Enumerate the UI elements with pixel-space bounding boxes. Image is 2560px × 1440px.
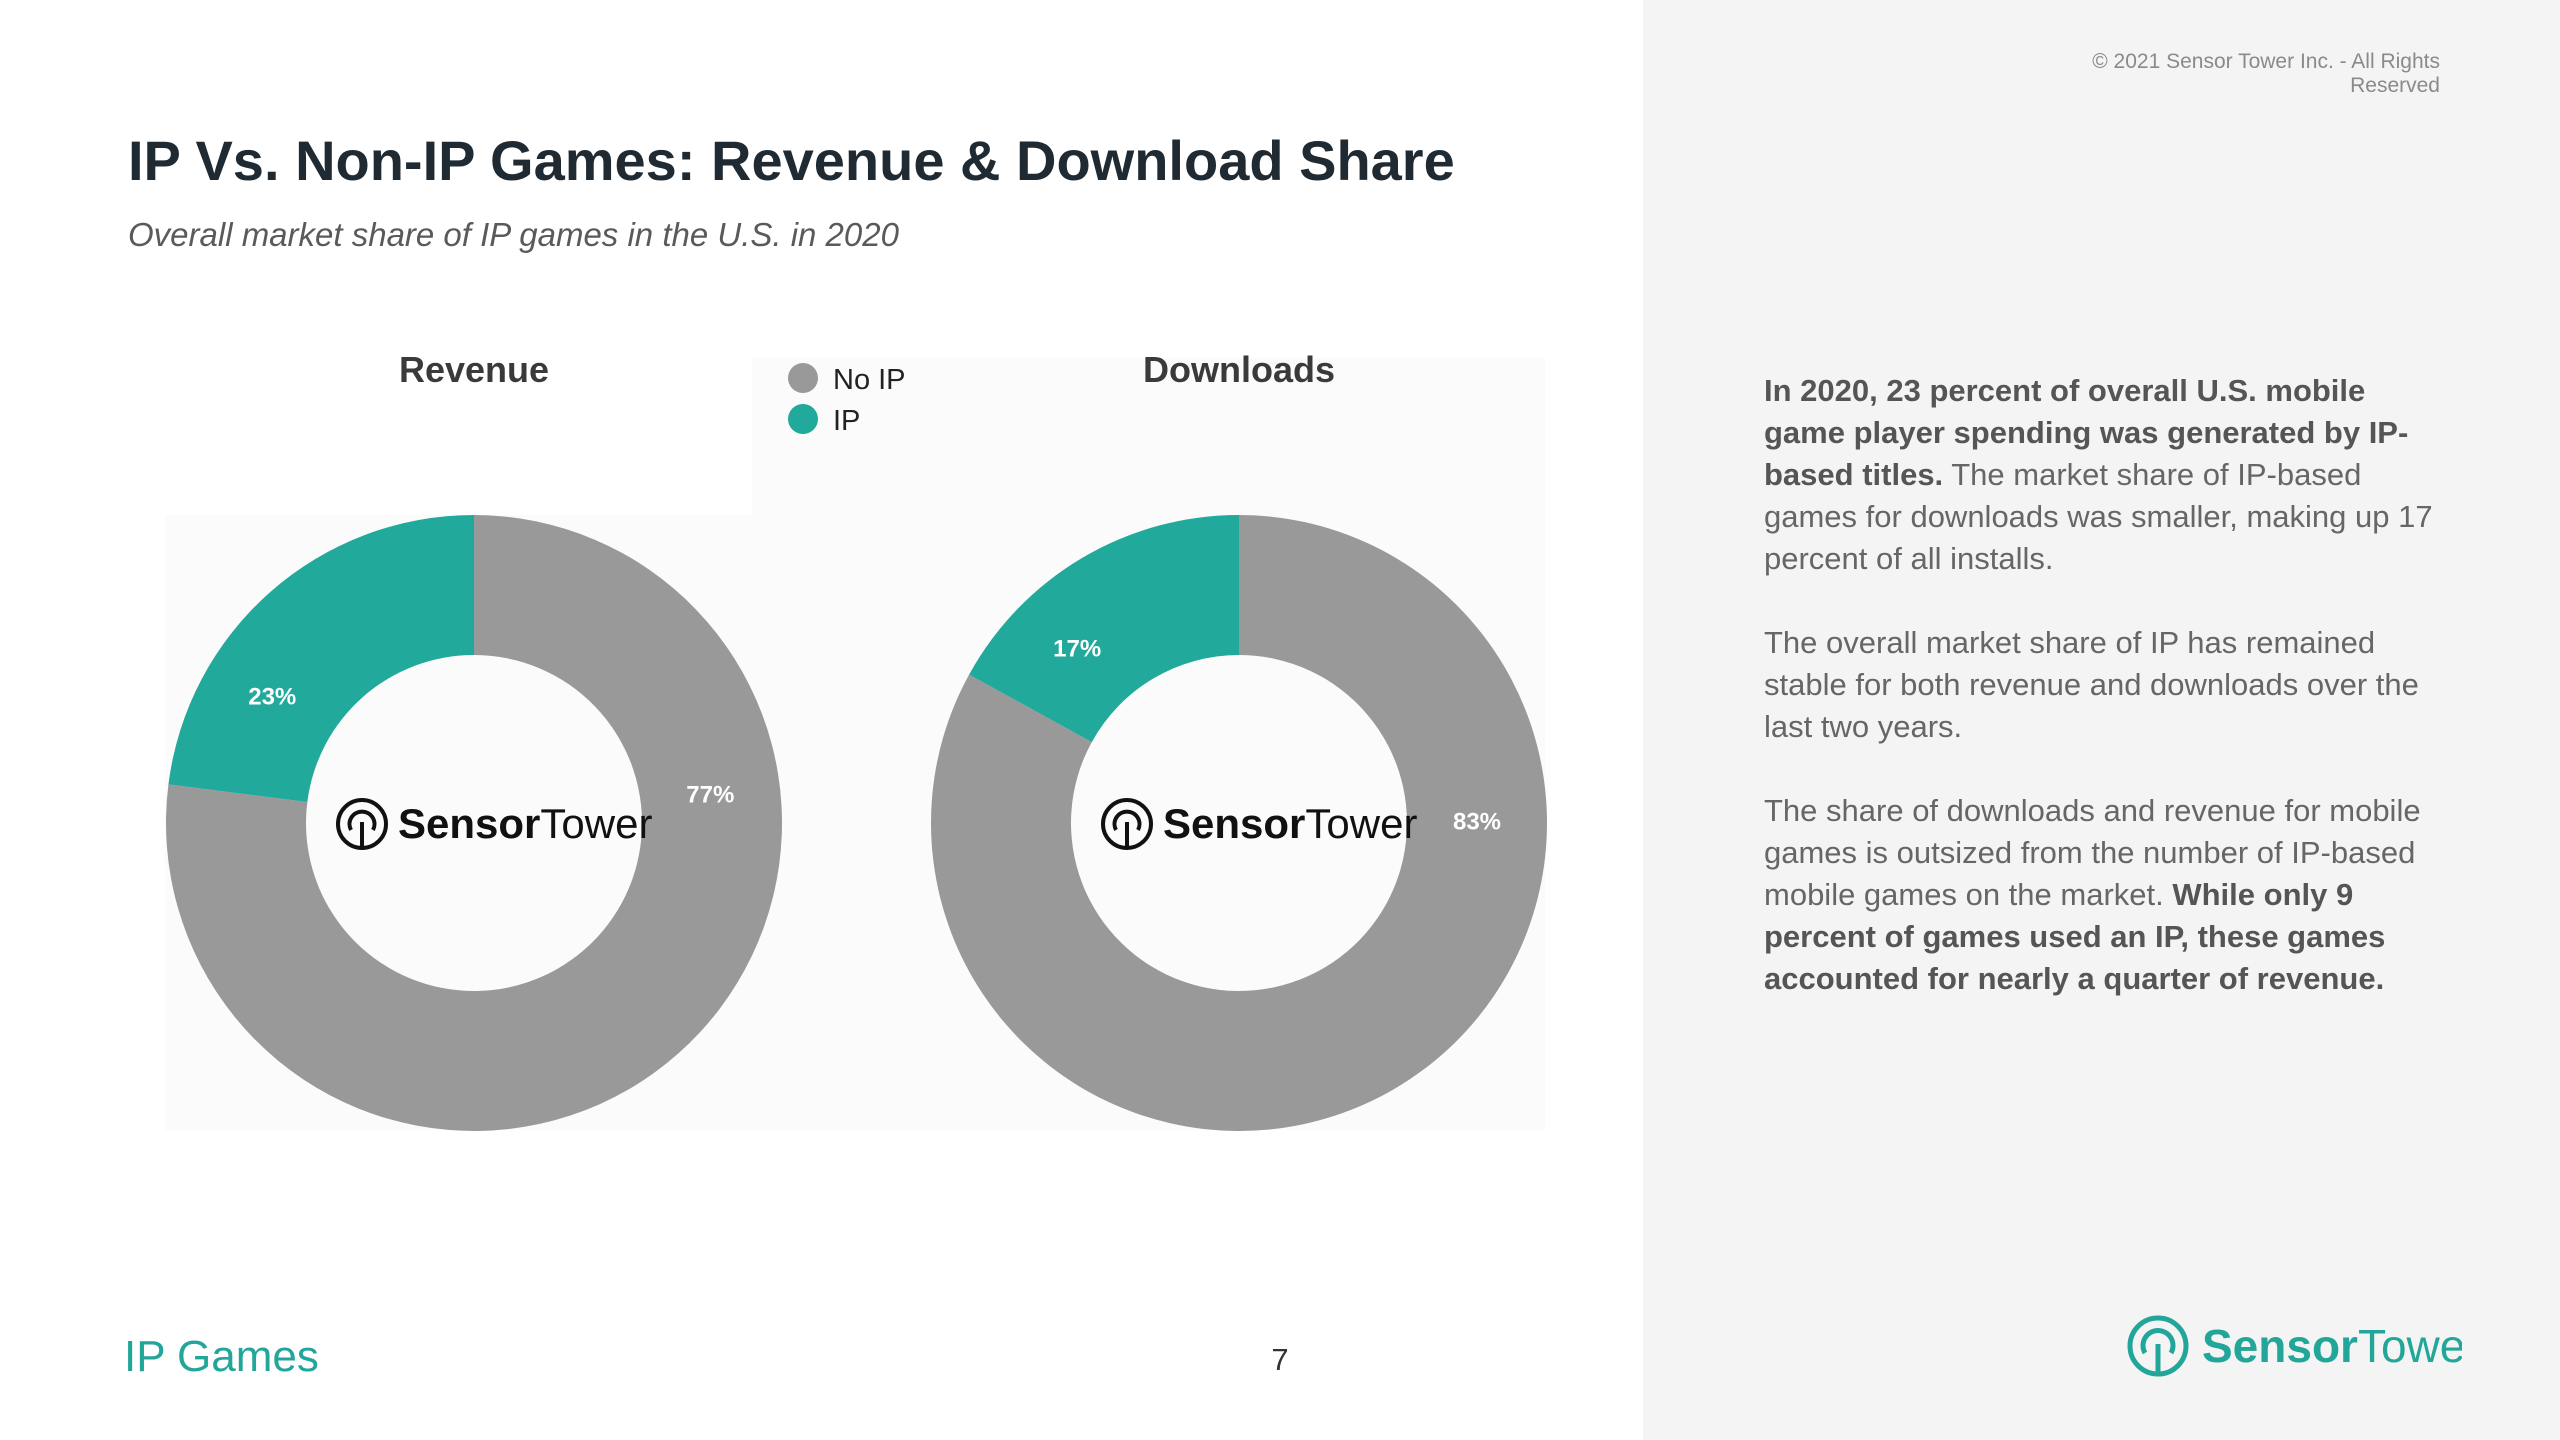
- commentary-highlight-1: In 2020, 23 percent of overall U.S. mobi…: [1764, 373, 2409, 492]
- sensor-tower-logo-icon: [336, 798, 388, 850]
- logo-name-bold: Sensor: [398, 800, 540, 847]
- copyright-text: © 2021 Sensor Tower Inc. - All Rights Re…: [2092, 50, 2440, 97]
- footer-section-label: IP Games: [124, 1332, 319, 1381]
- logo-name-light: Tower: [2358, 1320, 2462, 1372]
- sensor-tower-logo-icon: [2127, 1315, 2189, 1377]
- downloads-label-ip: 17%: [1053, 635, 1101, 662]
- legend-label-no-ip: No IP: [833, 364, 906, 396]
- revenue-chart-title: Revenue: [399, 349, 549, 390]
- logo-name-bold: Sensor: [1163, 800, 1305, 847]
- logo-name-bold: Sensor: [2202, 1320, 2358, 1372]
- logo-name-light: Tower: [1305, 800, 1417, 847]
- commentary-text-1: The market share of IP-based games for d…: [1764, 457, 2433, 576]
- footer-logo-text: SensorTower: [2202, 1320, 2462, 1372]
- commentary-paragraph-1: In 2020, 23 percent of overall U.S. mobi…: [1764, 370, 2454, 580]
- revenue-slice-ip: [168, 515, 475, 802]
- revenue-center-logo: SensorTower: [336, 798, 652, 850]
- legend-swatch-no-ip: [788, 363, 818, 393]
- commentary-text-3: The share of downloads and revenue for m…: [1764, 793, 2421, 912]
- legend-label-ip: IP: [833, 405, 860, 437]
- commentary-paragraph-3: The share of downloads and revenue for m…: [1764, 790, 2454, 1000]
- revenue-donut: 77% 23%: [166, 515, 783, 1131]
- downloads-label-no-ip: 83%: [1453, 809, 1501, 836]
- charts-area: Revenue Downloads No IP IP 77% 23% 83% 17%…: [165, 349, 1547, 1131]
- downloads-logo-text: SensorTower: [1163, 800, 1417, 847]
- legend-swatch-ip: [788, 404, 818, 434]
- page-subtitle: Overall market share of IP games in the …: [128, 216, 899, 253]
- revenue-logo-text: SensorTower: [398, 800, 652, 847]
- page-number: 7: [1271, 1342, 1289, 1377]
- logo-name-light: Tower: [540, 800, 652, 847]
- downloads-donut: 83% 17%: [930, 515, 1547, 1131]
- revenue-label-no-ip: 77%: [686, 782, 734, 809]
- downloads-slice-ip: [969, 515, 1239, 743]
- commentary-text: In 2020, 23 percent of overall U.S. mobi…: [1764, 370, 2454, 1042]
- page-title: IP Vs. Non-IP Games: Revenue & Download …: [128, 129, 1455, 192]
- commentary-paragraph-2: The overall market share of IP has remai…: [1764, 625, 2419, 744]
- legend: No IP IP: [788, 363, 906, 437]
- footer-logo: SensorTower: [2127, 1315, 2462, 1377]
- downloads-chart-title: Downloads: [1143, 349, 1335, 390]
- revenue-label-ip: 23%: [248, 684, 296, 711]
- commentary-highlight-3: While only 9 percent of games used an IP…: [1764, 877, 2386, 996]
- sensor-tower-logo-icon: [1101, 798, 1153, 850]
- downloads-center-logo: SensorTower: [1101, 798, 1417, 850]
- right-panel: [1643, 0, 2560, 1440]
- revenue-slice-no-ip: [166, 515, 783, 1131]
- downloads-slice-no-ip: [930, 515, 1547, 1131]
